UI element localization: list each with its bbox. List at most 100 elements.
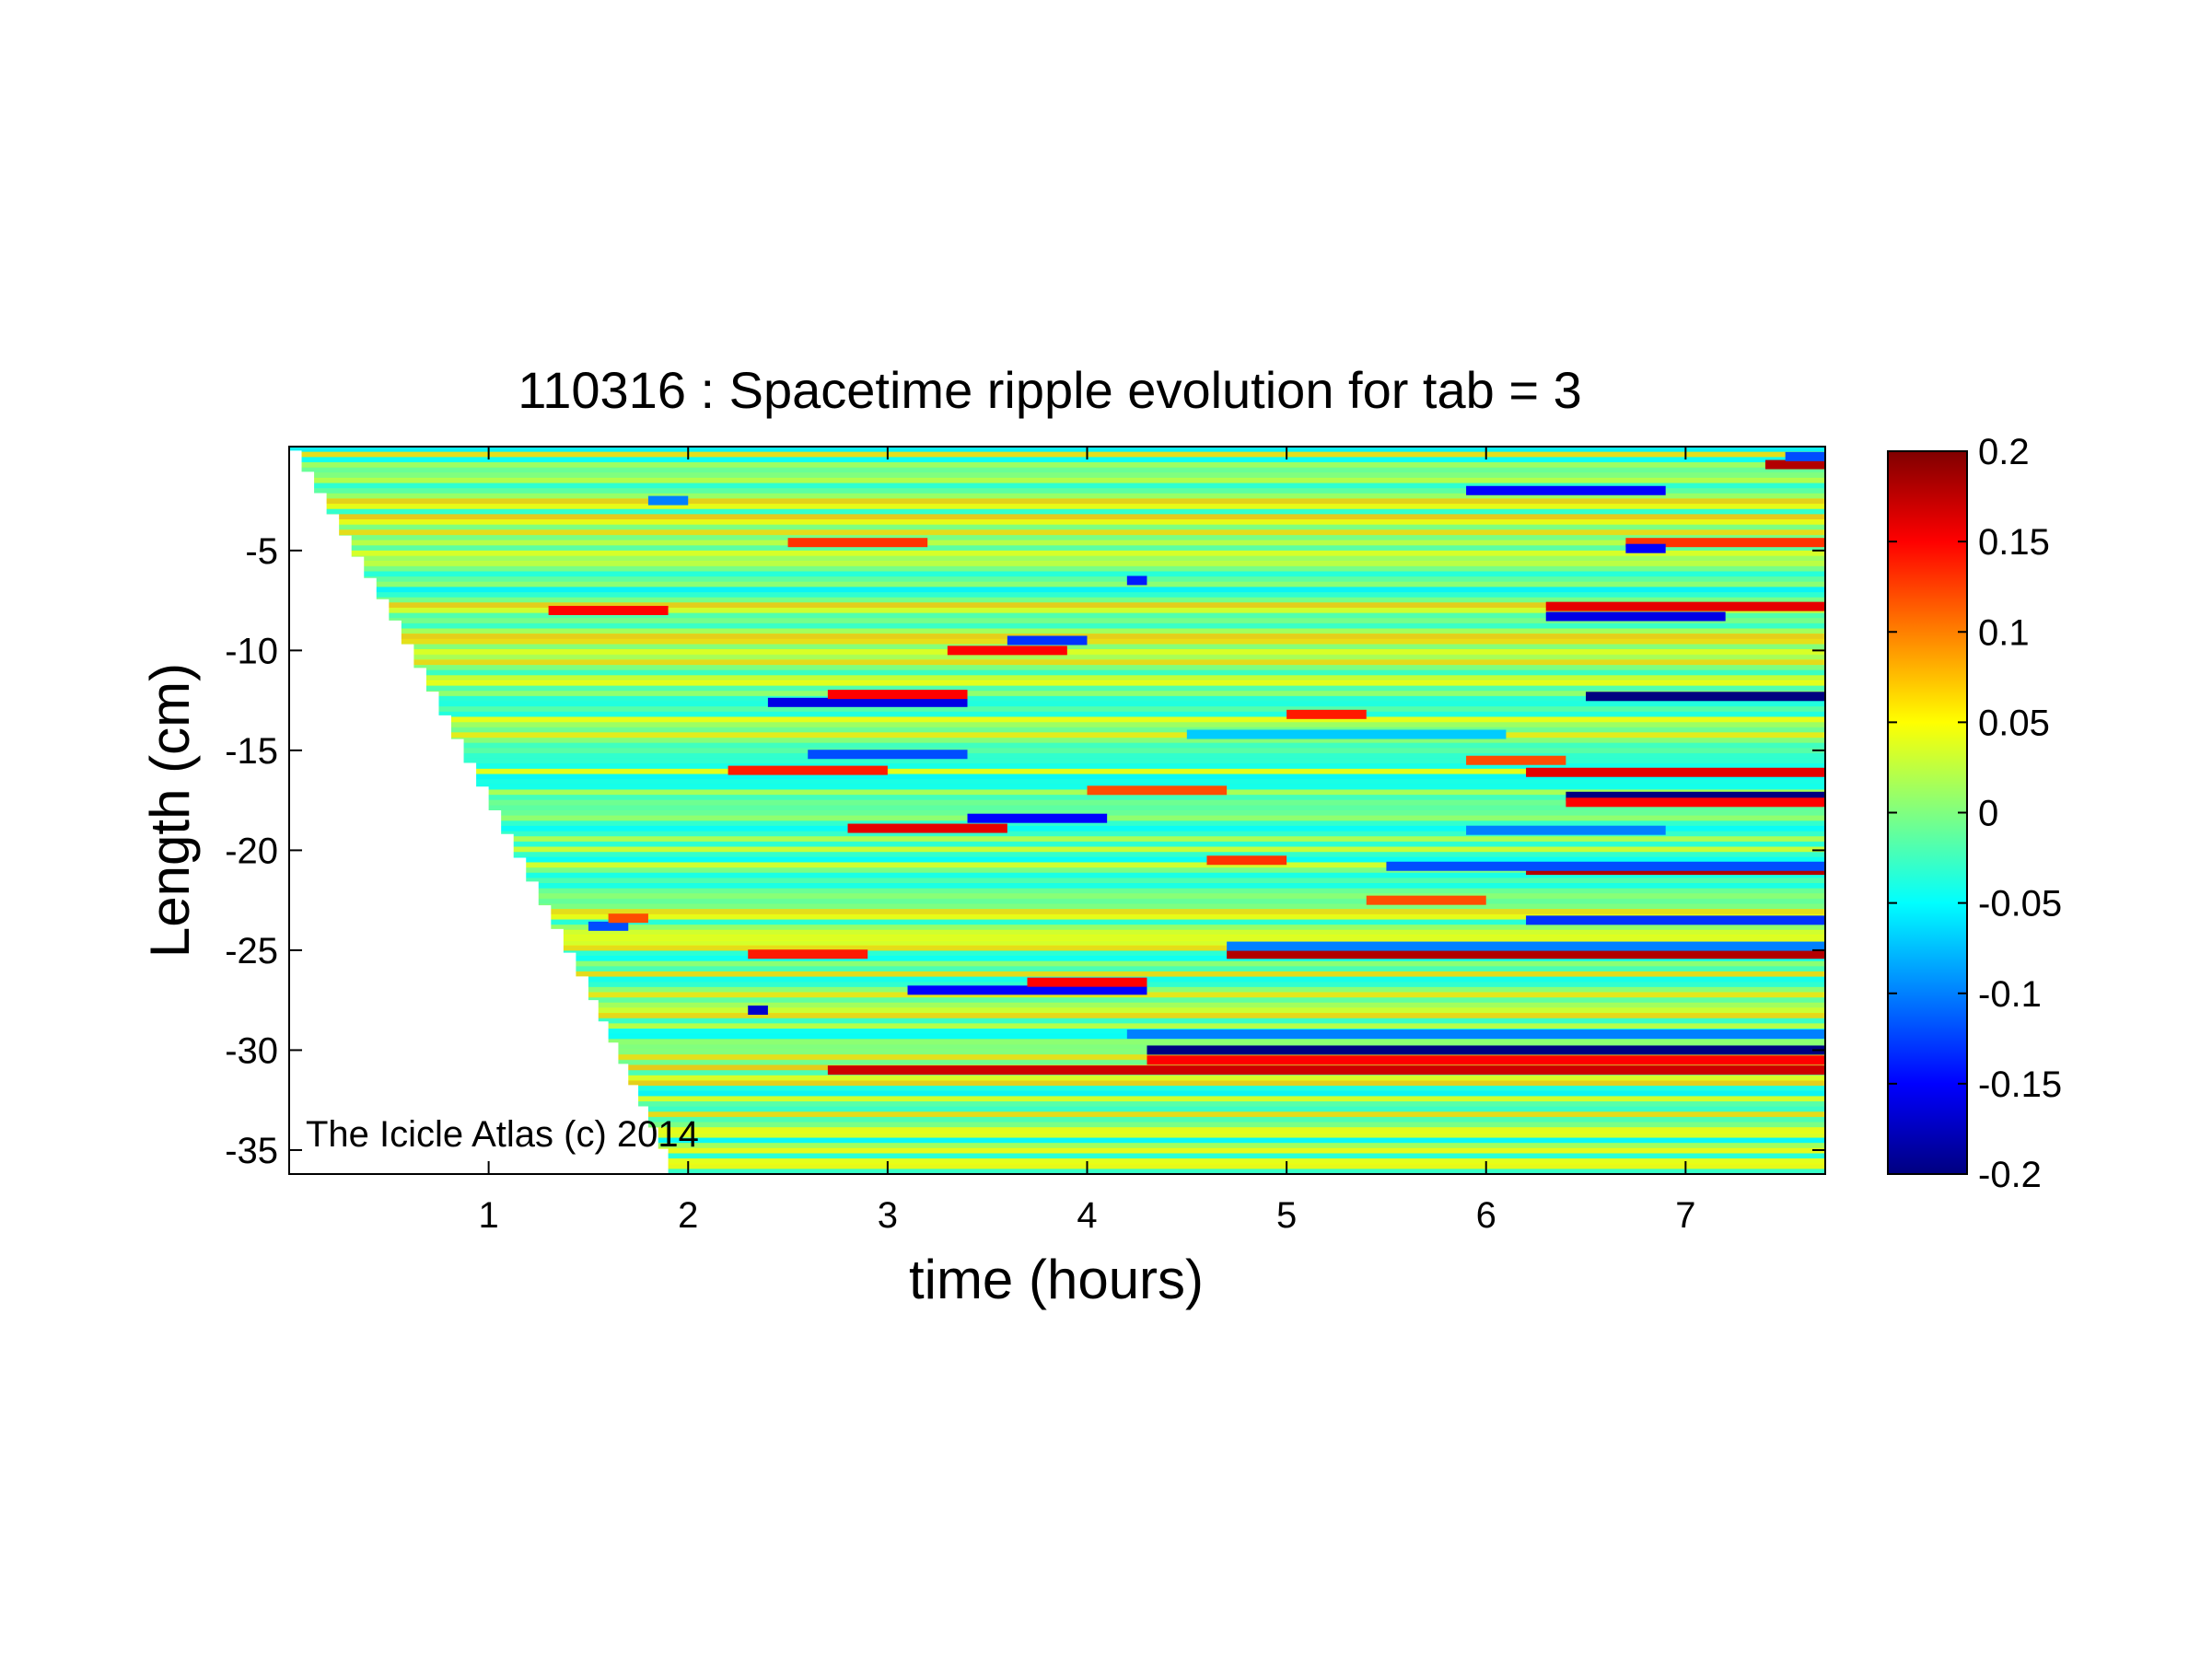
heatmap-feature: [1586, 692, 1825, 702]
heatmap-feature: [1227, 941, 1825, 951]
heatmap-row: [289, 706, 1825, 713]
heatmap-row: [289, 447, 1825, 453]
heatmap-row: [289, 727, 1825, 733]
heatmap-feature: [1286, 709, 1367, 719]
heatmap-row: [289, 461, 1825, 469]
heatmap-feature: [748, 949, 868, 959]
heatmap-row: [289, 540, 1825, 546]
y-tick-label: -30: [225, 1030, 278, 1071]
heatmap-row: [289, 738, 1825, 744]
x-tick-label: 2: [678, 1195, 698, 1236]
colorbar-tick-label: -0.05: [1978, 884, 2062, 925]
heatmap-row: [289, 519, 1825, 526]
heatmap-feature: [728, 765, 888, 775]
x-axis-label: time (hours): [909, 1249, 1204, 1310]
heatmap-row: [289, 722, 1825, 728]
y-tick-label: -10: [225, 631, 278, 671]
heatmap-row: [289, 1054, 1825, 1061]
heatmap-feature: [767, 697, 968, 707]
heatmap-feature: [1765, 459, 1825, 470]
heatmap-row: [289, 1090, 1825, 1097]
heatmap-row: [289, 675, 1825, 681]
heatmap-row: [289, 773, 1825, 780]
heatmap-row: [289, 659, 1825, 666]
heatmap-row: [289, 888, 1825, 894]
heatmap-row: [289, 571, 1825, 577]
heatmap-row: [289, 752, 1825, 760]
heatmap-feature: [1227, 949, 1825, 959]
heatmap-row: [289, 1043, 1825, 1051]
heatmap-layer: [289, 447, 1825, 1174]
heatmap-row: [289, 929, 1825, 936]
heatmap-row: [289, 1111, 1825, 1118]
y-axis-label: Length (cm): [139, 663, 201, 958]
heatmap-row: [289, 1023, 1825, 1029]
heatmap-row: [289, 862, 1825, 868]
heatmap-feature: [1466, 825, 1666, 835]
heatmap-row: [289, 1075, 1825, 1082]
heatmap-row: [289, 1137, 1825, 1144]
heatmap-row: [289, 618, 1825, 624]
heatmap-row: [289, 493, 1825, 500]
colorbar-tick-label: 0.2: [1978, 432, 2030, 472]
heatmap-feature: [1206, 855, 1287, 866]
heatmap-row: [289, 878, 1825, 884]
heatmap-row: [289, 1029, 1825, 1035]
heatmap-feature: [608, 913, 648, 924]
heatmap-row: [289, 789, 1825, 796]
colorbar-ticks: 0.2 0.15 0.1 0.05 0 -0.05 -0.1 -0.15 -0.2: [1888, 432, 2062, 1195]
heatmap-row: [289, 1039, 1825, 1045]
heatmap-feature: [1147, 1045, 1825, 1055]
colorbar-tick-label: -0.15: [1978, 1064, 2062, 1105]
x-tick-label: 3: [878, 1195, 898, 1236]
x-tick-label: 7: [1675, 1195, 1695, 1236]
heatmap-row: [289, 1169, 1825, 1174]
heatmap-feature: [1027, 977, 1147, 987]
x-tick-label: 1: [478, 1195, 498, 1236]
heatmap-row: [289, 1059, 1825, 1066]
heatmap-row: [289, 872, 1825, 878]
heatmap-feature: [1186, 729, 1507, 739]
heatmap-feature: [1366, 895, 1486, 905]
heatmap-row: [289, 1132, 1825, 1139]
colorbar: [1887, 450, 1968, 1175]
y-tick-label: -15: [225, 731, 278, 772]
plot-frame: [288, 446, 1826, 1175]
heatmap-row: [289, 784, 1825, 791]
heatmap-feature: [1526, 915, 1825, 925]
heatmap-row: [289, 992, 1825, 998]
heatmap-row: [289, 1007, 1825, 1014]
heatmap-row: [289, 997, 1825, 1004]
colorbar-tick-label: 0: [1978, 794, 1998, 834]
heatmap-row: [289, 654, 1825, 660]
heatmap-row: [289, 1122, 1825, 1128]
heatmap-feature: [1566, 797, 1825, 808]
heatmap-row: [289, 576, 1825, 583]
heatmap-row: [289, 669, 1825, 676]
heatmap-row: [289, 565, 1825, 573]
heatmap-feature: [1545, 611, 1726, 622]
heatmap-row: [289, 925, 1825, 931]
heatmap-row: [289, 810, 1825, 817]
heatmap-row: [289, 524, 1825, 530]
heatmap-feature: [967, 813, 1108, 823]
heatmap-feature: [827, 1065, 1825, 1076]
heatmap-row: [289, 711, 1825, 718]
heatmap-feature: [548, 605, 669, 615]
colorbar-tick-label: 0.1: [1978, 612, 2030, 653]
heatmap-row: [289, 467, 1825, 473]
y-tick-label: -5: [245, 531, 278, 572]
heatmap-row: [289, 1127, 1825, 1134]
x-tick-label: 5: [1276, 1195, 1297, 1236]
heatmap-row: [289, 903, 1825, 910]
heatmap-row: [289, 602, 1825, 609]
heatmap-feature: [1545, 601, 1825, 611]
heatmap-row: [289, 680, 1825, 687]
heatmap-row: [289, 909, 1825, 915]
watermark-text: The Icicle Atlas (c) 2014: [306, 1114, 699, 1155]
heatmap-row: [289, 1080, 1825, 1087]
heatmap-row: [289, 1163, 1825, 1169]
heatmap-row: [289, 758, 1825, 764]
